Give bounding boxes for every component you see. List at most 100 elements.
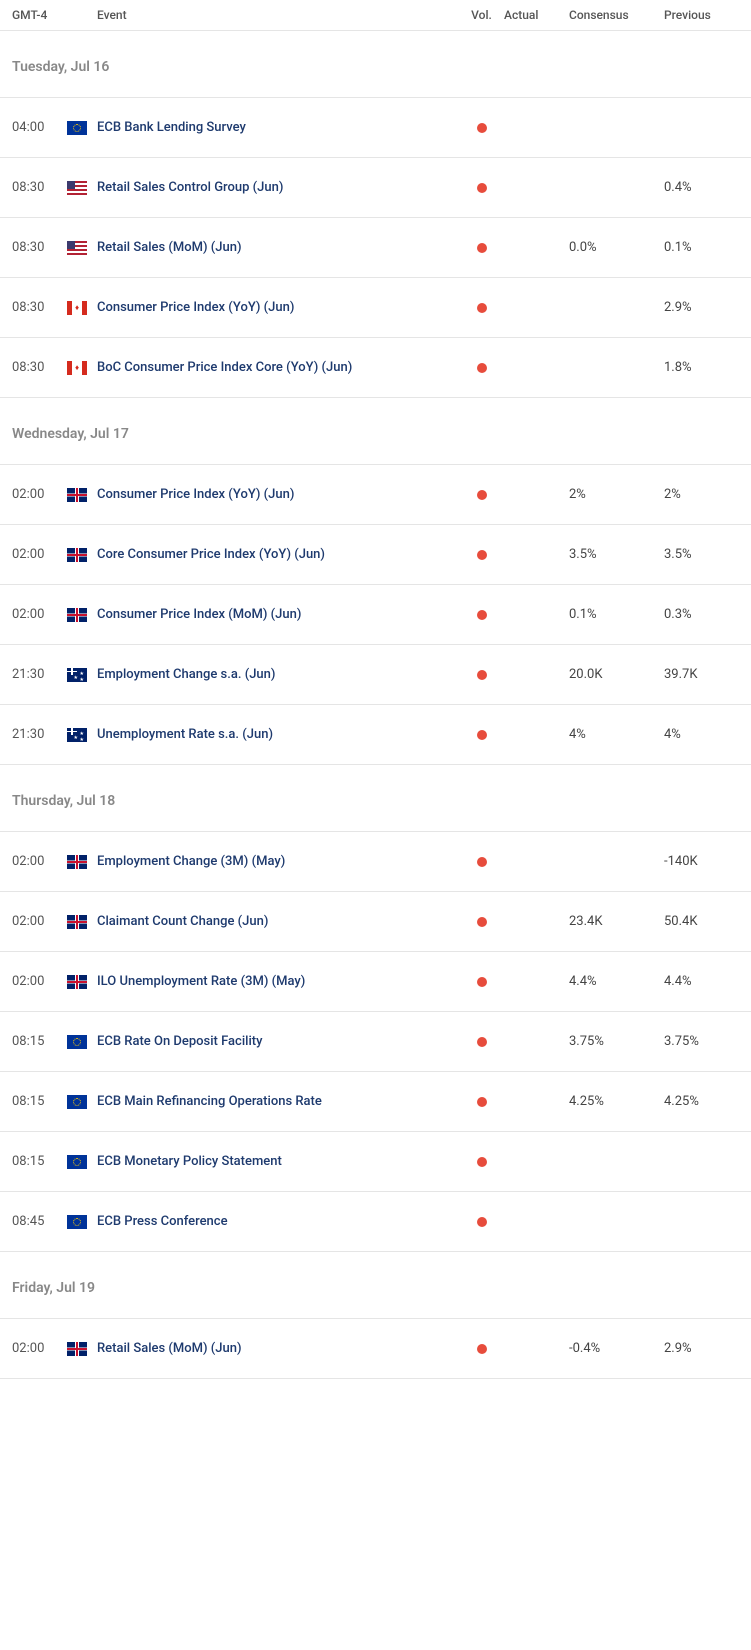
event-name-link[interactable]: ECB Main Refinancing Operations Rate bbox=[97, 1094, 459, 1109]
event-name-link[interactable]: ECB Press Conference bbox=[97, 1214, 459, 1229]
event-row[interactable]: 02:00Claimant Count Change (Jun)23.4K50.… bbox=[0, 892, 751, 952]
gb-flag-icon bbox=[67, 488, 87, 502]
calendar-header-row: GMT-4 Event Vol. Actual Consensus Previo… bbox=[0, 0, 751, 31]
gb-flag-icon bbox=[67, 915, 87, 929]
event-time: 08:30 bbox=[12, 180, 67, 195]
eu-flag-icon bbox=[67, 1155, 87, 1169]
event-flag bbox=[67, 915, 97, 929]
gb-flag-icon bbox=[67, 548, 87, 562]
gb-flag-icon bbox=[67, 608, 87, 622]
event-previous: 2.9% bbox=[664, 1341, 739, 1356]
event-vol bbox=[459, 550, 504, 560]
vol-high-dot-icon bbox=[477, 123, 487, 133]
event-flag bbox=[67, 608, 97, 622]
event-vol bbox=[459, 1217, 504, 1227]
event-row[interactable]: 08:15 ECB Monetary Policy Statement bbox=[0, 1132, 751, 1192]
event-name-link[interactable]: ECB Bank Lending Survey bbox=[97, 120, 459, 135]
event-time: 08:15 bbox=[12, 1154, 67, 1169]
event-time: 02:00 bbox=[12, 1341, 67, 1356]
event-vol bbox=[459, 490, 504, 500]
event-time: 04:00 bbox=[12, 120, 67, 135]
vol-high-dot-icon bbox=[477, 1037, 487, 1047]
event-row[interactable]: 02:00Consumer Price Index (YoY) (Jun)2%2… bbox=[0, 465, 751, 525]
event-row[interactable]: 04:00 ECB Bank Lending Survey bbox=[0, 98, 751, 158]
us-flag-icon bbox=[67, 241, 87, 255]
event-flag bbox=[67, 855, 97, 869]
event-vol bbox=[459, 977, 504, 987]
event-row[interactable]: 08:30Retail Sales (MoM) (Jun)0.0%0.1% bbox=[0, 218, 751, 278]
event-time: 21:30 bbox=[12, 727, 67, 742]
event-time: 08:15 bbox=[12, 1034, 67, 1049]
event-name-link[interactable]: Consumer Price Index (YoY) (Jun) bbox=[97, 300, 459, 315]
event-row[interactable]: 02:00Retail Sales (MoM) (Jun)-0.4%2.9% bbox=[0, 1319, 751, 1379]
event-name-link[interactable]: Consumer Price Index (YoY) (Jun) bbox=[97, 487, 459, 502]
event-vol bbox=[459, 183, 504, 193]
event-row[interactable]: 08:15ECB Rate On Deposit Facility3.75%3.… bbox=[0, 1012, 751, 1072]
eu-flag-icon bbox=[67, 1035, 87, 1049]
event-row[interactable]: 21:30Employment Change s.a. (Jun)20.0K39… bbox=[0, 645, 751, 705]
event-previous: 0.3% bbox=[664, 607, 739, 622]
event-row[interactable]: 08:15ECB Main Refinancing Operations Rat… bbox=[0, 1072, 751, 1132]
event-vol bbox=[459, 857, 504, 867]
gb-flag-icon bbox=[67, 1342, 87, 1356]
event-flag bbox=[67, 241, 97, 255]
event-name-link[interactable]: Retail Sales (MoM) (Jun) bbox=[97, 1341, 459, 1356]
event-name-link[interactable]: Employment Change (3M) (May) bbox=[97, 854, 459, 869]
event-previous: 3.75% bbox=[664, 1034, 739, 1049]
header-event: Event bbox=[97, 8, 459, 22]
event-vol bbox=[459, 363, 504, 373]
vol-high-dot-icon bbox=[477, 490, 487, 500]
event-row[interactable]: 21:30Unemployment Rate s.a. (Jun)4%4% bbox=[0, 705, 751, 765]
event-previous: 50.4K bbox=[664, 914, 739, 929]
ca-flag-icon: ♦ bbox=[67, 361, 87, 375]
event-previous: 2% bbox=[664, 487, 739, 502]
event-row[interactable]: 08:45 ECB Press Conference bbox=[0, 1192, 751, 1252]
event-time: 02:00 bbox=[12, 914, 67, 929]
vol-high-dot-icon bbox=[477, 243, 487, 253]
event-row[interactable]: 08:30♦BoC Consumer Price Index Core (YoY… bbox=[0, 338, 751, 398]
eu-flag-icon bbox=[67, 1215, 87, 1229]
event-name-link[interactable]: BoC Consumer Price Index Core (YoY) (Jun… bbox=[97, 360, 459, 375]
event-consensus: 0.1% bbox=[569, 607, 664, 622]
event-row[interactable]: 02:00Core Consumer Price Index (YoY) (Ju… bbox=[0, 525, 751, 585]
event-flag bbox=[67, 1155, 97, 1169]
event-flag: ♦ bbox=[67, 361, 97, 375]
event-flag bbox=[67, 1095, 97, 1109]
event-previous: 4% bbox=[664, 727, 739, 742]
header-vol: Vol. bbox=[459, 8, 504, 22]
us-flag-icon bbox=[67, 181, 87, 195]
event-name-link[interactable]: Core Consumer Price Index (YoY) (Jun) bbox=[97, 547, 459, 562]
event-consensus: 2% bbox=[569, 487, 664, 502]
event-name-link[interactable]: Unemployment Rate s.a. (Jun) bbox=[97, 727, 459, 742]
vol-high-dot-icon bbox=[477, 550, 487, 560]
event-row[interactable]: 08:30♦Consumer Price Index (YoY) (Jun)2.… bbox=[0, 278, 751, 338]
event-flag: ♦ bbox=[67, 301, 97, 315]
event-vol bbox=[459, 917, 504, 927]
event-consensus: 4.4% bbox=[569, 974, 664, 989]
event-flag bbox=[67, 548, 97, 562]
event-name-link[interactable]: ECB Rate On Deposit Facility bbox=[97, 1034, 459, 1049]
event-time: 08:45 bbox=[12, 1214, 67, 1229]
event-name-link[interactable]: Retail Sales Control Group (Jun) bbox=[97, 180, 459, 195]
event-name-link[interactable]: ILO Unemployment Rate (3M) (May) bbox=[97, 974, 459, 989]
event-name-link[interactable]: Retail Sales (MoM) (Jun) bbox=[97, 240, 459, 255]
vol-high-dot-icon bbox=[477, 977, 487, 987]
au-flag-icon bbox=[67, 728, 87, 742]
vol-high-dot-icon bbox=[477, 1097, 487, 1107]
event-time: 02:00 bbox=[12, 854, 67, 869]
event-previous: 4.4% bbox=[664, 974, 739, 989]
event-name-link[interactable]: Employment Change s.a. (Jun) bbox=[97, 667, 459, 682]
event-vol bbox=[459, 1037, 504, 1047]
event-row[interactable]: 02:00ILO Unemployment Rate (3M) (May)4.4… bbox=[0, 952, 751, 1012]
eu-flag-icon bbox=[67, 121, 87, 135]
event-row[interactable]: 02:00Consumer Price Index (MoM) (Jun)0.1… bbox=[0, 585, 751, 645]
event-name-link[interactable]: Consumer Price Index (MoM) (Jun) bbox=[97, 607, 459, 622]
event-vol bbox=[459, 610, 504, 620]
event-previous: 3.5% bbox=[664, 547, 739, 562]
vol-high-dot-icon bbox=[477, 303, 487, 313]
event-row[interactable]: 02:00Employment Change (3M) (May)-140K bbox=[0, 832, 751, 892]
event-name-link[interactable]: ECB Monetary Policy Statement bbox=[97, 1154, 459, 1169]
header-consensus: Consensus bbox=[569, 8, 664, 22]
event-row[interactable]: 08:30Retail Sales Control Group (Jun)0.4… bbox=[0, 158, 751, 218]
event-name-link[interactable]: Claimant Count Change (Jun) bbox=[97, 914, 459, 929]
